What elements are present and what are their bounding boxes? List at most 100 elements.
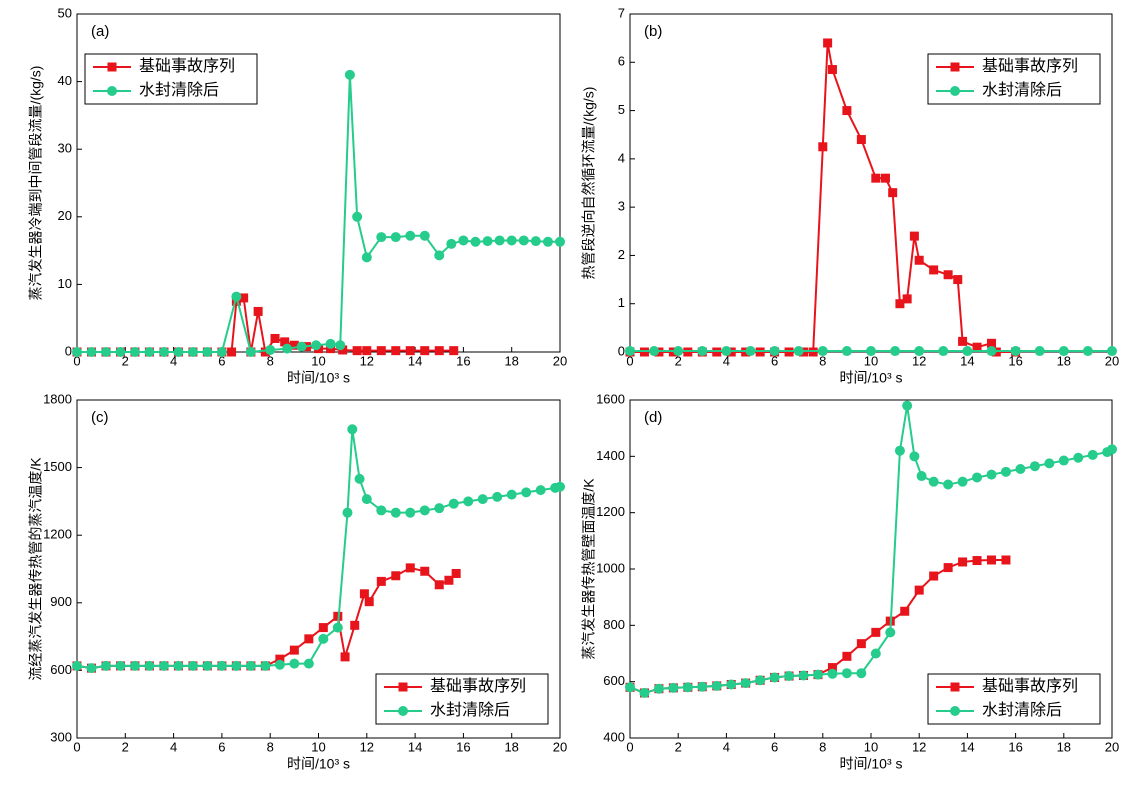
marker	[682, 682, 693, 693]
x-tick-label: 6	[218, 739, 225, 754]
marker	[158, 660, 169, 671]
legend-label: 基础事故序列	[139, 57, 235, 75]
marker	[303, 658, 314, 669]
x-tick-label: 14	[408, 353, 422, 368]
x-tick-label: 18	[1057, 739, 1071, 754]
marker	[726, 679, 737, 690]
marker	[144, 660, 155, 671]
marker	[115, 347, 126, 357]
marker	[798, 670, 809, 681]
x-tick-label: 12	[912, 739, 926, 754]
marker	[289, 645, 299, 655]
marker	[914, 585, 924, 595]
y-tick-label: 40	[58, 73, 72, 88]
marker	[784, 671, 795, 682]
x-axis-label: 时间/10³ s	[287, 756, 350, 772]
marker	[405, 507, 416, 518]
marker	[405, 346, 415, 356]
series-line	[76, 566, 457, 670]
marker	[929, 571, 939, 581]
marker	[856, 135, 866, 145]
x-axis-label: 时间/10³ s	[839, 756, 902, 772]
x-tick-label: 4	[723, 739, 730, 754]
marker	[871, 627, 881, 637]
marker	[649, 346, 660, 357]
y-tick-label: 20	[58, 208, 72, 223]
marker	[107, 62, 117, 72]
x-tick-label: 0	[73, 739, 80, 754]
marker	[187, 660, 198, 671]
x-tick-label: 10	[311, 739, 325, 754]
marker	[100, 660, 111, 671]
marker	[342, 507, 353, 518]
marker	[745, 346, 756, 357]
marker	[555, 236, 565, 247]
x-tick-label: 20	[1105, 353, 1119, 368]
marker	[340, 652, 350, 662]
marker	[987, 338, 996, 348]
marker	[245, 347, 256, 357]
marker	[1082, 346, 1093, 357]
marker	[914, 255, 924, 265]
marker	[352, 211, 363, 222]
marker	[856, 668, 867, 679]
marker	[434, 346, 444, 356]
marker	[446, 238, 457, 249]
marker	[943, 479, 954, 490]
x-tick-label: 4	[723, 353, 730, 368]
series-line	[77, 296, 454, 355]
marker	[943, 563, 953, 573]
y-tick-label: 30	[58, 141, 72, 156]
marker	[769, 346, 780, 357]
marker	[1029, 461, 1040, 472]
marker	[957, 476, 968, 487]
marker	[359, 589, 369, 599]
y-tick-label: 1200	[596, 504, 625, 519]
marker	[280, 337, 290, 347]
marker	[894, 445, 905, 456]
marker	[216, 347, 227, 357]
marker	[492, 491, 503, 502]
x-tick-label: 6	[771, 353, 778, 368]
marker	[1073, 452, 1084, 463]
marker	[506, 489, 517, 500]
marker	[871, 173, 881, 183]
marker	[444, 575, 454, 585]
marker	[972, 472, 983, 483]
y-tick-label: 400	[603, 729, 625, 744]
marker	[275, 654, 285, 664]
marker	[625, 682, 635, 693]
marker	[451, 569, 461, 579]
marker	[950, 706, 960, 716]
marker	[361, 252, 372, 263]
y-tick-label: 1400	[596, 448, 625, 463]
x-axis-label: 时间/10³ s	[839, 370, 902, 386]
marker	[1034, 346, 1045, 357]
marker	[943, 270, 953, 280]
marker	[274, 659, 285, 670]
marker	[398, 706, 408, 716]
x-tick-label: 10	[864, 739, 878, 754]
marker	[818, 142, 828, 152]
marker	[885, 627, 896, 638]
marker	[115, 660, 126, 671]
marker	[530, 236, 541, 247]
y-tick-label: 0	[65, 343, 72, 358]
marker	[352, 346, 362, 356]
marker	[938, 346, 949, 357]
legend-box	[84, 53, 258, 105]
marker	[144, 347, 155, 357]
marker	[202, 347, 213, 357]
marker	[972, 342, 982, 352]
marker	[870, 648, 881, 659]
marker	[245, 660, 256, 671]
marker	[434, 503, 445, 514]
marker	[909, 231, 919, 241]
marker	[1107, 444, 1117, 455]
x-tick-label: 12	[912, 353, 926, 368]
x-tick-label: 14	[408, 739, 422, 754]
marker	[986, 469, 997, 480]
x-tick-label: 0	[73, 353, 80, 368]
